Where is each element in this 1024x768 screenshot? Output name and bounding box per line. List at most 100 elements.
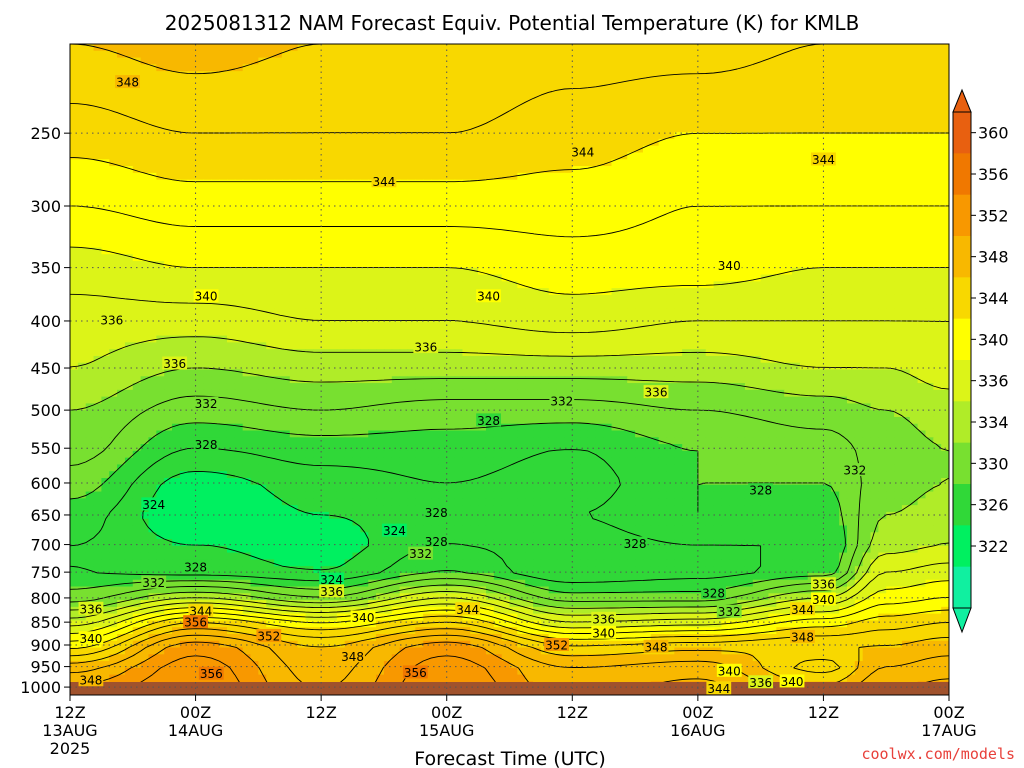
heatmap-cell (156, 199, 165, 208)
heatmap-cell (870, 254, 879, 262)
heatmap-cell (305, 132, 314, 140)
heatmap-cell (713, 220, 722, 228)
heatmap-cell (776, 125, 785, 133)
heatmap-cell (219, 233, 228, 242)
heatmap-cell (909, 186, 919, 194)
heatmap-cell (854, 220, 864, 228)
heatmap-cell (336, 281, 346, 289)
heatmap-cell (344, 206, 354, 215)
heatmap-cell (587, 267, 597, 276)
heatmap-cell (909, 274, 919, 282)
heatmap-cell (164, 335, 173, 343)
heatmap-cell (854, 125, 864, 133)
heatmap-cell (368, 227, 377, 235)
heatmap-cell (438, 233, 448, 242)
heatmap-cell (878, 247, 887, 255)
heatmap-cell (799, 199, 809, 208)
heatmap-cell (839, 125, 848, 133)
heatmap-cell (862, 288, 872, 296)
heatmap-cell (776, 44, 785, 52)
heatmap-cell (933, 84, 942, 93)
heatmap-cell (297, 301, 307, 310)
heatmap-cell (870, 71, 879, 79)
heatmap-cell (70, 166, 79, 174)
heatmap-cell (415, 227, 424, 235)
heatmap-cell (650, 193, 660, 201)
heatmap-cell (226, 199, 236, 208)
heatmap-cell (438, 206, 448, 215)
heatmap-cell (603, 199, 613, 208)
heatmap-cell (854, 301, 864, 310)
heatmap-cell (368, 50, 377, 59)
heatmap-cell (933, 193, 942, 201)
heatmap-cell (250, 342, 259, 350)
heatmap-cell (894, 322, 903, 330)
heatmap-cell (164, 342, 173, 350)
heatmap-cell (666, 206, 675, 215)
heatmap-cell (423, 199, 432, 208)
heatmap-cell (674, 254, 683, 262)
heatmap-cell (823, 111, 832, 120)
heatmap-cell (164, 132, 173, 140)
heatmap-cell (470, 105, 479, 113)
heatmap-cell (415, 193, 424, 201)
heatmap-cell (901, 233, 911, 242)
heatmap-cell (854, 199, 864, 208)
heatmap-cell (423, 315, 432, 323)
heatmap-cell (564, 274, 573, 282)
heatmap-cell (799, 118, 809, 126)
heatmap-cell (85, 152, 95, 160)
heatmap-cell (85, 50, 95, 59)
heatmap-cell (752, 132, 762, 140)
heatmap-cell (462, 322, 471, 330)
heatmap-cell (533, 308, 542, 316)
heatmap-cell (666, 152, 675, 160)
heatmap-cell (250, 315, 259, 323)
heatmap-cell (752, 254, 762, 262)
heatmap-cell (305, 118, 314, 126)
heatmap-cell (70, 261, 79, 269)
heatmap-cell (376, 57, 385, 65)
heatmap-cell (642, 179, 652, 188)
heatmap-cell (823, 193, 832, 201)
heatmap-cell (784, 179, 793, 188)
heatmap-cell (878, 44, 887, 52)
heatmap-cell (886, 186, 895, 194)
heatmap-cell (195, 261, 205, 269)
heatmap-cell (580, 118, 589, 126)
heatmap-cell (878, 328, 887, 337)
heatmap-cell (839, 91, 848, 99)
heatmap-cell (431, 64, 440, 72)
heatmap-cell (85, 254, 95, 262)
heatmap-cell (894, 98, 903, 106)
heatmap-cell (697, 64, 707, 72)
heatmap-cell (266, 172, 275, 181)
heatmap-cell (925, 281, 934, 289)
heatmap-cell (360, 288, 369, 296)
heatmap-cell (211, 308, 220, 316)
heatmap-cell (525, 159, 534, 167)
heatmap-cell (313, 233, 322, 242)
heatmap-cell (650, 199, 660, 208)
heatmap-cell (391, 247, 401, 255)
heatmap-cell (799, 111, 809, 120)
heatmap-cell (933, 166, 942, 174)
heatmap-cell (509, 44, 518, 52)
heatmap-cell (77, 220, 87, 228)
heatmap-cell (376, 50, 385, 59)
heatmap-cell (423, 77, 432, 86)
heatmap-cell (831, 288, 840, 296)
heatmap-cell (391, 206, 401, 215)
heatmap-cell (603, 294, 613, 303)
heatmap-cell (925, 98, 934, 106)
heatmap-cell (266, 199, 275, 208)
heatmap-cell (305, 64, 314, 72)
heatmap-cell (383, 98, 393, 106)
heatmap-cell (250, 308, 259, 316)
heatmap-cell (117, 71, 126, 79)
heatmap-cell (234, 328, 244, 337)
heatmap-cell (925, 193, 934, 201)
heatmap-cell (399, 308, 409, 316)
heatmap-cell (258, 227, 267, 235)
heatmap-cell (77, 199, 87, 208)
